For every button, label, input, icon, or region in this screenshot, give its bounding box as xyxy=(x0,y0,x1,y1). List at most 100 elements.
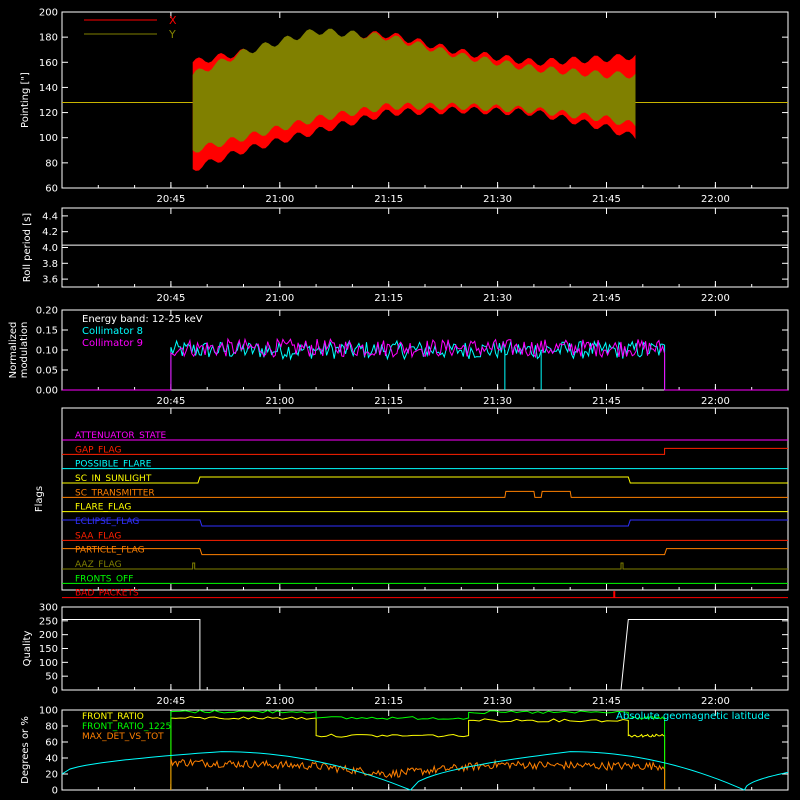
x-tick-label: 21:15 xyxy=(374,396,403,407)
y-tick-label: 4.2 xyxy=(42,227,58,238)
quality-line xyxy=(62,619,788,691)
x-tick-label: 21:00 xyxy=(265,194,294,205)
x-tick-label: 21:45 xyxy=(592,194,621,205)
y-tick-label: 200 xyxy=(39,630,58,641)
x-tick-label: 21:15 xyxy=(374,696,403,707)
flag-trace xyxy=(62,476,788,484)
y-tick-label: 180 xyxy=(39,33,58,44)
flag-trace xyxy=(62,591,788,599)
series-front_ratio_1225 xyxy=(170,709,666,790)
x-tick-label: 21:45 xyxy=(592,293,621,304)
y-tick-label: 0.10 xyxy=(36,346,58,357)
y-tick-label: 0.15 xyxy=(36,326,58,337)
legend-label-front_ratio: FRONT_RATIO xyxy=(82,712,144,722)
legend-label-front_ratio_1225: FRONT_RATIO_1225 xyxy=(82,722,171,732)
y-axis-label-2: modulation xyxy=(19,322,30,379)
y-tick-label: 200 xyxy=(39,8,58,19)
y-tick-label: 100 xyxy=(39,658,58,669)
x-tick-label: 20:45 xyxy=(156,696,185,707)
y-axis-label: Flags xyxy=(34,486,45,512)
flag-label: GAP_FLAG xyxy=(75,445,121,455)
panel-2-frame xyxy=(61,207,789,288)
y-axis-label: Pointing ["] xyxy=(20,72,31,128)
x-tick-label: 21:00 xyxy=(265,696,294,707)
x-tick-label: 20:45 xyxy=(156,194,185,205)
legend-label-x: X xyxy=(169,14,177,27)
flag-label: FRONTS_OFF xyxy=(75,574,133,584)
flag-label: PARTICLE_FLAG xyxy=(75,546,145,556)
legend-label-max_det_vs_tot: MAX_DET_VS_TOT xyxy=(82,732,164,742)
flag-trace xyxy=(62,490,788,498)
flag-trace xyxy=(62,447,788,455)
y-tick-label: 0.20 xyxy=(36,306,58,317)
y-tick-label: 4.0 xyxy=(42,243,58,254)
flag-label: BAD_PACKETS xyxy=(75,589,139,599)
y-tick-label: 60 xyxy=(45,184,58,195)
y-tick-label: 150 xyxy=(39,644,58,655)
x-tick-label: 22:00 xyxy=(701,696,730,707)
flag-trace xyxy=(62,548,788,556)
legend-label-collimator-9: Collimator 9 xyxy=(82,338,143,349)
y-tick-label: 0.00 xyxy=(36,386,58,397)
x-tick-label: 21:30 xyxy=(483,293,512,304)
y-tick-label: 20 xyxy=(45,770,58,781)
y-tick-label: 3.8 xyxy=(42,259,58,270)
x-tick-label: 21:30 xyxy=(483,396,512,407)
flag-trace xyxy=(62,562,788,570)
y-tick-label: 0.05 xyxy=(36,366,58,377)
x-tick-label: 21:00 xyxy=(265,396,294,407)
legend-label-collimator-8: Collimator 8 xyxy=(82,326,143,337)
energy-band-annotation: Energy band: 12-25 keV xyxy=(82,314,203,325)
panel-4-frame xyxy=(61,407,789,591)
x-tick-label: 20:45 xyxy=(156,396,185,407)
series-collimator-9 xyxy=(62,337,788,391)
x-tick-label: 21:30 xyxy=(483,696,512,707)
flag-trace xyxy=(62,519,788,527)
flag-label: ECLIPSE_FLAG xyxy=(75,517,139,527)
series-front_ratio xyxy=(170,716,666,790)
y-tick-label: 60 xyxy=(45,738,58,749)
flag-label: SC_TRANSMITTER xyxy=(75,488,155,498)
series-max_det_vs_tot xyxy=(170,758,666,790)
flag-label: POSSIBLE_FLARE xyxy=(75,460,152,470)
x-tick-label: 22:00 xyxy=(701,293,730,304)
y-tick-label: 0 xyxy=(52,786,58,797)
x-tick-label: 21:45 xyxy=(592,696,621,707)
y-axis-label: Quality xyxy=(22,631,33,667)
y-tick-label: 40 xyxy=(45,754,58,765)
x-tick-label: 22:00 xyxy=(701,194,730,205)
flag-label: AAZ_FLAG xyxy=(75,560,122,570)
y-tick-label: 80 xyxy=(45,722,58,733)
flag-label: ATTENUATOR_STATE xyxy=(75,431,167,441)
y-axis-label: Roll period [s] xyxy=(22,213,33,282)
y-tick-label: 4.4 xyxy=(42,211,58,222)
y-tick-label: 250 xyxy=(39,616,58,627)
x-tick-label: 22:00 xyxy=(701,396,730,407)
y-tick-label: 0 xyxy=(52,686,58,697)
flag-label: FLARE_FLAG xyxy=(75,503,131,513)
y-tick-label: 80 xyxy=(45,158,58,169)
y-tick-label: 160 xyxy=(39,58,58,69)
x-tick-label: 21:15 xyxy=(374,293,403,304)
series-y-band xyxy=(192,28,636,153)
series-absolute-geomagnetic-latitude xyxy=(61,751,789,791)
legend-label-geomagnetic-latitude: Absolute geomagnetic latitude xyxy=(616,711,770,722)
x-tick-label: 21:00 xyxy=(265,293,294,304)
x-tick-label: 21:30 xyxy=(483,194,512,205)
x-tick-label: 21:45 xyxy=(592,396,621,407)
y-tick-label: 50 xyxy=(45,672,58,683)
y-tick-label: 100 xyxy=(39,133,58,144)
y-tick-label: 100 xyxy=(39,706,58,717)
x-tick-label: 20:45 xyxy=(156,293,185,304)
y-axis-label: Normalized xyxy=(8,322,19,379)
flag-label: SAA_FLAG xyxy=(75,531,121,541)
legend-label-y: Y xyxy=(168,28,176,41)
flag-label: SC_IN_SUNLIGHT xyxy=(75,474,152,484)
y-axis-label: Degrees or % xyxy=(20,716,31,784)
y-tick-label: 3.6 xyxy=(42,275,58,286)
y-tick-label: 120 xyxy=(39,108,58,119)
y-tick-label: 140 xyxy=(39,83,58,94)
x-tick-label: 21:15 xyxy=(374,194,403,205)
y-tick-label: 300 xyxy=(39,603,58,614)
